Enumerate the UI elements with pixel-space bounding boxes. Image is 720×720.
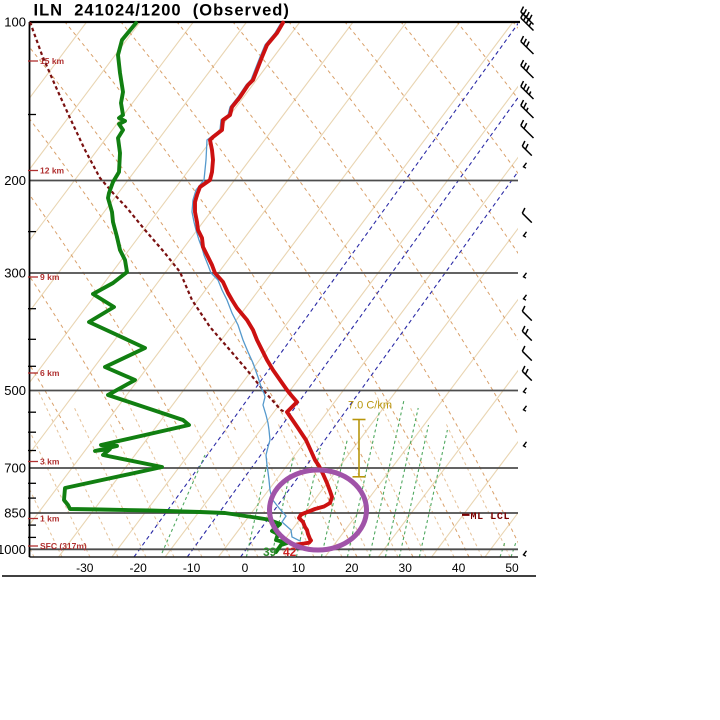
svg-text:20: 20 xyxy=(345,561,359,575)
svg-text:39: 39 xyxy=(263,545,277,559)
svg-text:9 km: 9 km xyxy=(40,272,60,282)
svg-text:0: 0 xyxy=(242,561,249,575)
svg-text:-20: -20 xyxy=(130,561,148,575)
svg-text:7.0 C/km: 7.0 C/km xyxy=(348,400,392,412)
svg-text:-30: -30 xyxy=(76,561,94,575)
svg-text:500: 500 xyxy=(4,383,26,398)
svg-text:10: 10 xyxy=(292,561,306,575)
svg-text:15 km: 15 km xyxy=(40,56,65,66)
svg-text:12 km: 12 km xyxy=(40,166,65,176)
svg-text:1000: 1000 xyxy=(0,542,26,557)
svg-text:50: 50 xyxy=(505,561,519,575)
svg-text:-10: -10 xyxy=(183,561,201,575)
svg-text:3 km: 3 km xyxy=(40,457,60,467)
svg-text:ILN 241024/1200 (Observed): ILN 241024/1200 (Observed) xyxy=(34,2,290,20)
svg-text:SFC (317m): SFC (317m) xyxy=(40,541,87,551)
svg-text:850: 850 xyxy=(4,506,26,521)
svg-text:30: 30 xyxy=(399,561,413,575)
svg-text:40: 40 xyxy=(452,561,466,575)
svg-text:42: 42 xyxy=(283,545,297,559)
svg-text:300: 300 xyxy=(4,266,26,281)
svg-text:700: 700 xyxy=(4,461,26,476)
svg-text:200: 200 xyxy=(4,173,26,188)
svg-text:ML LCL: ML LCL xyxy=(471,512,511,523)
svg-text:1 km: 1 km xyxy=(40,514,60,524)
svg-text:6 km: 6 km xyxy=(40,368,60,378)
svg-text:100: 100 xyxy=(4,15,26,30)
